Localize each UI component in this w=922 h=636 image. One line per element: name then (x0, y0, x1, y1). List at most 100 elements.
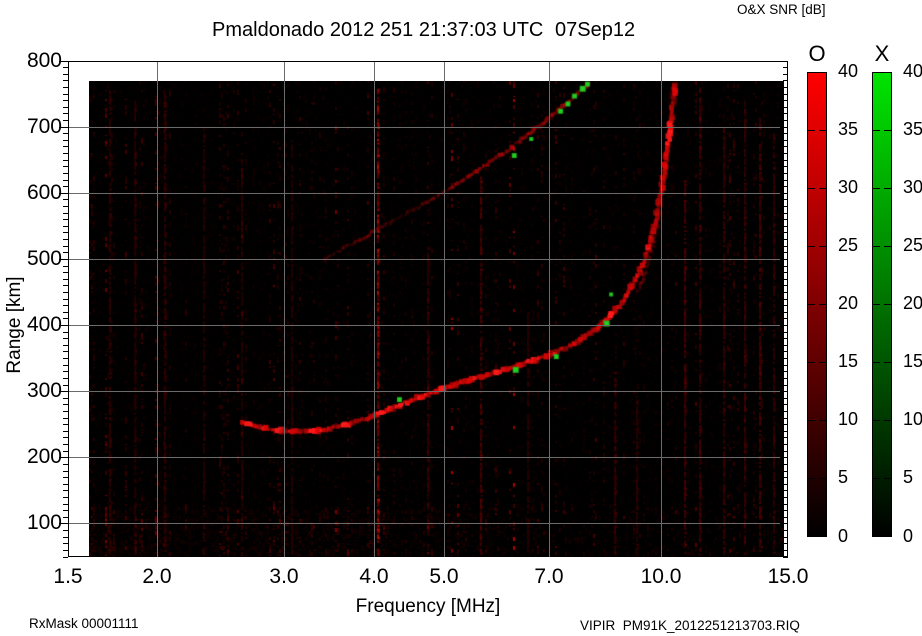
y-axis-tick (63, 186, 68, 187)
y-axis-tick-right (783, 312, 788, 313)
x-tick-label: 3.0 (269, 565, 299, 588)
y-axis-tick-right (783, 113, 788, 114)
y-axis-tick (59, 127, 68, 128)
y-axis-tick-right (783, 550, 788, 551)
y-axis-tick (63, 318, 68, 319)
y-axis-tick (63, 120, 68, 121)
y-axis-tick (63, 87, 68, 88)
x-tick-label: 5.0 (429, 565, 459, 588)
colorbar-title: O&X SNR [dB] (737, 2, 826, 17)
y-axis-tick (59, 61, 68, 62)
gridline-vertical (157, 62, 158, 557)
colorbar-tick-dash (873, 304, 880, 305)
y-axis-tick-right (783, 464, 788, 465)
y-axis-tick-right (783, 199, 788, 200)
y-axis-tick-right (783, 107, 788, 108)
y-axis-tick (63, 166, 68, 167)
colorbar-tick-dash (819, 478, 826, 479)
colorbar-tick-label: 10 (838, 409, 859, 429)
y-axis-tick-right (783, 120, 788, 121)
y-tick-label: 100 (26, 511, 62, 534)
y-axis-tick (63, 305, 68, 306)
y-axis-tick-right (783, 484, 788, 485)
y-axis-tick-right (783, 543, 788, 544)
colorbar-tick-dash (884, 478, 891, 479)
y-axis-tick-right (783, 140, 788, 141)
y-axis-tick (63, 437, 68, 438)
y-axis-tick (63, 232, 68, 233)
y-tick-label: 300 (26, 379, 62, 402)
y-axis-tick (63, 537, 68, 538)
y-axis-tick (63, 107, 68, 108)
x-tick-label: 1.5 (53, 565, 83, 588)
x-tick-label: 15.0 (767, 565, 809, 588)
y-axis-tick (63, 266, 68, 267)
y-axis-tick-right (783, 299, 788, 300)
y-axis-tick (63, 299, 68, 300)
y-axis-tick-right (783, 80, 788, 81)
y-axis-tick (63, 226, 68, 227)
y-axis-tick-right (783, 471, 788, 472)
y-axis-tick-right (783, 378, 788, 379)
colorbar-tick-dash (819, 304, 826, 305)
colorbar-tick-label: 15 (838, 351, 859, 371)
colorbar-tick-dash (884, 304, 891, 305)
y-axis-tick (63, 285, 68, 286)
colorbar-tick-label: 30 (903, 177, 922, 197)
colorbar-tick-dash (884, 420, 891, 421)
y-axis-tick (63, 133, 68, 134)
y-axis-tick-right (783, 100, 788, 101)
colorbar-tick-dash (819, 246, 826, 247)
y-axis-tick (63, 213, 68, 214)
y-axis-tick (63, 351, 68, 352)
y-axis-tick-right (780, 193, 788, 194)
y-axis-tick (63, 206, 68, 207)
colorbar-tick-dash (884, 130, 891, 131)
colorbar-o-header: O (808, 41, 826, 66)
y-axis-tick-right (783, 411, 788, 412)
gridline-horizontal (69, 391, 788, 392)
y-axis-tick (63, 67, 68, 68)
y-tick-label: 600 (26, 181, 62, 204)
y-axis-tick (63, 411, 68, 412)
y-axis-tick (59, 523, 68, 524)
gridline-vertical (549, 62, 550, 557)
colorbar-tick-label: 30 (838, 177, 859, 197)
colorbar-tick-label: 25 (903, 235, 922, 255)
y-axis-tick-right (783, 206, 788, 207)
colorbar-tick-label: 0 (838, 526, 849, 546)
colorbar-tick-dash (808, 304, 815, 305)
y-axis-tick (63, 464, 68, 465)
rx-mask-label: RxMask 00001111 (29, 616, 139, 631)
y-axis-tick-right (783, 213, 788, 214)
file-name-label: VIPIR PM91K_2012251213703.RIQ (580, 618, 800, 633)
y-axis-tick (63, 398, 68, 399)
y-axis-tick-right (780, 457, 788, 458)
colorbar-tick-label: 35 (903, 119, 922, 139)
gridline-horizontal (69, 523, 788, 524)
y-axis-tick (63, 272, 68, 273)
y-axis-tick (63, 550, 68, 551)
y-axis-tick-right (780, 325, 788, 326)
y-tick-label: 500 (26, 247, 62, 270)
colorbar-tick-dash (873, 420, 880, 421)
y-axis-tick (63, 252, 68, 253)
y-axis-tick-right (783, 385, 788, 386)
y-axis-tick-right (780, 259, 788, 260)
colorbar-tick-dash (819, 362, 826, 363)
y-axis-tick-right (783, 266, 788, 267)
colorbar-tick-dash (819, 130, 826, 131)
y-axis-tick-right (783, 444, 788, 445)
colorbar-tick-dash (808, 188, 815, 189)
y-axis-tick (63, 484, 68, 485)
gridline-horizontal (69, 457, 788, 458)
y-axis-tick (63, 279, 68, 280)
y-axis-tick (59, 193, 68, 194)
gridline-horizontal (69, 193, 788, 194)
y-axis-tick (63, 418, 68, 419)
y-axis-tick (63, 113, 68, 114)
y-axis-tick (63, 74, 68, 75)
y-axis-tick (59, 391, 68, 392)
gridline-horizontal (69, 127, 788, 128)
